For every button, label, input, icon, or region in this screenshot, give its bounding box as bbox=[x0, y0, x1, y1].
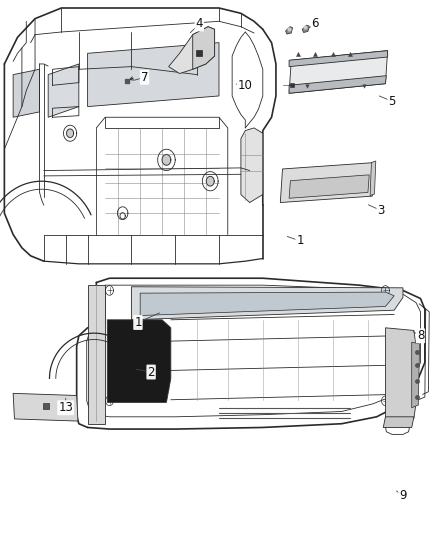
Polygon shape bbox=[88, 43, 219, 107]
Text: 10: 10 bbox=[238, 79, 253, 92]
Polygon shape bbox=[302, 25, 309, 33]
Text: 13: 13 bbox=[58, 401, 73, 414]
Polygon shape bbox=[241, 128, 263, 203]
Polygon shape bbox=[289, 51, 388, 67]
Polygon shape bbox=[412, 342, 420, 408]
Polygon shape bbox=[162, 155, 171, 165]
Polygon shape bbox=[127, 366, 132, 372]
Text: 2: 2 bbox=[147, 366, 155, 378]
Polygon shape bbox=[13, 393, 78, 421]
Polygon shape bbox=[88, 285, 105, 424]
Polygon shape bbox=[289, 51, 388, 93]
Polygon shape bbox=[13, 69, 39, 117]
Polygon shape bbox=[385, 328, 416, 418]
Text: 5: 5 bbox=[389, 95, 396, 108]
Text: 1: 1 bbox=[134, 316, 142, 329]
Text: 8: 8 bbox=[417, 329, 424, 342]
Text: 1: 1 bbox=[296, 235, 304, 247]
Polygon shape bbox=[193, 27, 215, 69]
Polygon shape bbox=[67, 129, 74, 138]
Polygon shape bbox=[206, 176, 214, 186]
Text: 9: 9 bbox=[399, 489, 407, 502]
Polygon shape bbox=[48, 64, 79, 117]
Polygon shape bbox=[370, 161, 376, 196]
Polygon shape bbox=[289, 76, 386, 93]
Text: 7: 7 bbox=[141, 71, 148, 84]
Polygon shape bbox=[169, 27, 215, 74]
Text: 6: 6 bbox=[311, 18, 319, 30]
Text: 4: 4 bbox=[195, 18, 203, 30]
Polygon shape bbox=[280, 163, 374, 203]
Polygon shape bbox=[107, 320, 171, 402]
Polygon shape bbox=[289, 175, 369, 198]
Text: 3: 3 bbox=[378, 204, 385, 217]
Polygon shape bbox=[140, 292, 394, 316]
Polygon shape bbox=[131, 287, 403, 320]
Polygon shape bbox=[286, 27, 293, 34]
Polygon shape bbox=[383, 417, 414, 427]
